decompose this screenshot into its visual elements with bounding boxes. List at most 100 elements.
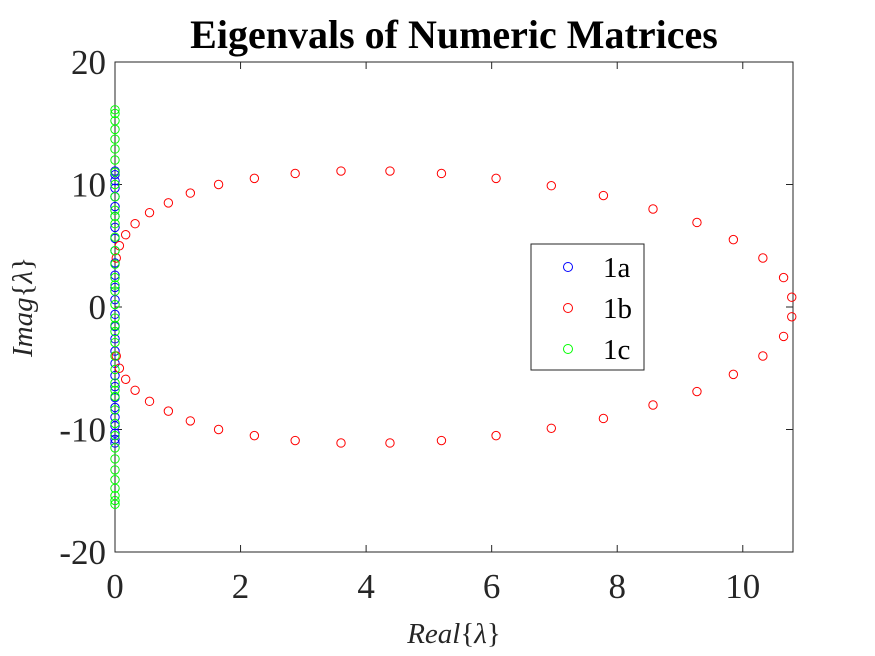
- point-1c: [110, 259, 120, 269]
- point-1b: [491, 173, 501, 184]
- point-1b: [692, 386, 702, 397]
- point-1b: [290, 168, 300, 179]
- y-tick-label: 10: [71, 166, 106, 205]
- point-1a: [110, 309, 120, 320]
- legend-marker-1a: [563, 262, 573, 272]
- point-1b: [144, 396, 155, 407]
- point-1b: [290, 435, 300, 446]
- point-1c: [110, 483, 120, 493]
- legend-label-1c: 1c: [603, 334, 630, 366]
- point-1c: [110, 337, 120, 348]
- point-1b: [385, 166, 395, 176]
- point-1b: [758, 253, 768, 263]
- point-1b: [213, 424, 224, 435]
- point-1b: [130, 385, 140, 395]
- point-1c: [110, 313, 120, 323]
- x-axis-label: Real{λ}: [406, 618, 501, 650]
- point-1b: [436, 168, 447, 179]
- plot-area: [114, 61, 794, 553]
- point-1b: [758, 351, 768, 361]
- point-1b: [648, 400, 658, 410]
- point-1b: [648, 204, 658, 214]
- point-1b: [163, 198, 174, 208]
- point-1b: [728, 234, 739, 245]
- legend-marker-1b: [563, 303, 573, 313]
- point-1b: [385, 438, 395, 448]
- point-1b: [120, 230, 131, 240]
- point-1c: [110, 280, 120, 290]
- point-1c: [110, 454, 120, 464]
- y-axis: -20 -10 0 10 20: [59, 43, 793, 572]
- legend-box: [530, 243, 645, 371]
- x-tick-label: 8: [608, 567, 626, 606]
- point-1b: [787, 292, 797, 302]
- point-1c: [110, 232, 120, 242]
- point-1c: [110, 499, 120, 509]
- point-1b: [778, 331, 789, 342]
- point-1b: [598, 413, 609, 424]
- point-1c: [110, 134, 120, 144]
- point-1a: [110, 334, 120, 344]
- point-1c: [110, 105, 120, 115]
- point-1c: [110, 320, 120, 331]
- point-1b: [185, 188, 196, 198]
- point-1c: [110, 286, 120, 296]
- point-1c: [110, 124, 120, 135]
- point-1a: [110, 402, 120, 413]
- point-1c: [110, 495, 120, 506]
- point-1b: [249, 430, 260, 441]
- point-1c: [110, 108, 120, 119]
- point-1a: [110, 222, 120, 233]
- point-1b: [692, 217, 702, 228]
- point-1c: [110, 405, 120, 415]
- y-tick-label: 0: [89, 288, 107, 327]
- point-1b: [336, 438, 346, 448]
- y-tick-label: -20: [59, 533, 106, 572]
- point-1b: [185, 416, 196, 426]
- point-1a: [110, 421, 120, 431]
- point-1c: [110, 364, 120, 375]
- x-tick-label: 6: [483, 567, 501, 606]
- point-1b: [491, 430, 501, 441]
- point-1c: [110, 211, 120, 222]
- x-tick-label: 10: [725, 567, 760, 606]
- x-axis: 0 2 4 6 8 10: [106, 62, 760, 606]
- point-1a: [110, 170, 120, 180]
- point-1c: [110, 205, 120, 215]
- point-1a: [110, 270, 120, 280]
- point-1b: [728, 369, 739, 380]
- point-1c: [110, 465, 120, 475]
- y-tick-label: -10: [59, 411, 106, 450]
- point-1a: [110, 381, 120, 392]
- point-1b: [111, 253, 121, 263]
- point-1c: [110, 245, 120, 256]
- point-1b: [249, 173, 260, 184]
- point-1b: [336, 166, 346, 176]
- point-1c: [110, 272, 120, 283]
- point-1b: [144, 207, 155, 218]
- point-1b: [787, 312, 797, 322]
- legend: 1a 1b 1c: [530, 243, 645, 371]
- point-1b: [436, 435, 447, 446]
- legend-label-1a: 1a: [603, 252, 631, 284]
- point-1b: [120, 374, 131, 384]
- chart-title: Eigenvals of Numeric Matrices: [190, 12, 718, 57]
- point-1c: [110, 219, 120, 229]
- point-1a: [110, 438, 120, 448]
- point-1b: [546, 181, 557, 191]
- point-1c: [110, 391, 120, 402]
- point-1b: [114, 363, 125, 373]
- point-1c: [110, 351, 120, 361]
- data-points: [110, 105, 797, 509]
- x-tick-label: 4: [357, 567, 375, 606]
- x-tick-label: 2: [232, 567, 250, 606]
- point-1c: [110, 144, 120, 154]
- y-tick-label: 20: [71, 43, 106, 82]
- point-1b: [598, 190, 609, 201]
- point-1b: [213, 179, 224, 190]
- point-1c: [110, 385, 120, 395]
- point-1c: [110, 378, 120, 388]
- point-1b: [130, 219, 140, 229]
- x-tick-label: 0: [106, 567, 124, 606]
